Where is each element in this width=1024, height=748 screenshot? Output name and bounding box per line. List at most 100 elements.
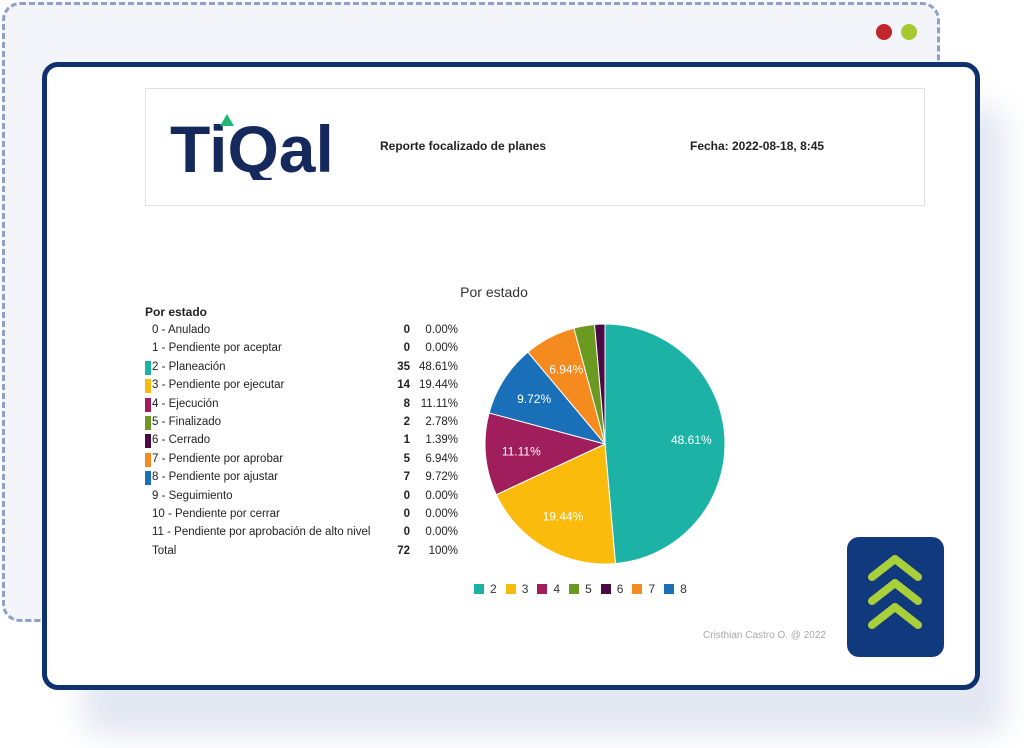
status-label: 3 - Pendiente por ejecutar	[152, 379, 285, 392]
chart-title: Por estado	[460, 284, 528, 300]
status-row: 5 - Finalizado 2 2.78%	[145, 414, 460, 432]
scroll-top-badge[interactable]	[847, 537, 944, 657]
status-count: 72	[397, 544, 410, 557]
status-percent: 0.00%	[425, 507, 458, 520]
status-label: Total	[152, 544, 177, 557]
legend-label: 6	[616, 582, 624, 596]
legend-item-3[interactable]: 3	[505, 582, 529, 596]
status-row: 3 - Pendiente por ejecutar 14 19.44%	[145, 377, 460, 395]
status-label: 8 - Pendiente por ajustar	[152, 471, 278, 484]
status-label: 5 - Finalizado	[152, 415, 222, 428]
status-percent: 9.72%	[425, 471, 458, 484]
pie-label-3: 19.44%	[543, 510, 584, 524]
status-percent: 0.00%	[425, 324, 458, 336]
legend-label: 8	[680, 582, 687, 596]
status-count: 8	[403, 397, 410, 410]
legend-item-4[interactable]: 4	[537, 582, 560, 596]
status-row: 6 - Cerrado 1 1.39%	[145, 432, 460, 450]
status-percent: 11.11%	[420, 397, 458, 410]
status-swatch	[145, 471, 151, 486]
legend-label: 3	[521, 582, 529, 596]
legend-label: 7	[648, 582, 656, 596]
status-count: 0	[403, 489, 410, 502]
status-row: 7 - Pendiente por aprobar 5 6.94%	[145, 451, 460, 469]
status-count: 35	[397, 360, 410, 373]
status-percent: 19.44%	[418, 379, 458, 392]
author-credit: Cristhian Castro O. @ 2022	[703, 630, 826, 641]
legend-swatch	[664, 584, 675, 594]
status-percent: 2.78%	[425, 415, 458, 428]
status-count: 7	[403, 471, 410, 484]
status-count: 2	[403, 415, 410, 428]
status-percent: 100%	[428, 544, 458, 557]
logo-text: TiQal	[170, 112, 334, 180]
status-swatch	[145, 379, 151, 394]
status-count: 0	[403, 526, 410, 539]
status-row: Total 72 100%	[145, 543, 460, 561]
status-swatch	[145, 415, 151, 430]
pie-label-2: 48.61%	[671, 433, 712, 447]
report-header-box	[145, 88, 925, 206]
pie-slice-4	[484, 412, 607, 496]
table-heading: Por estado	[145, 305, 208, 319]
status-count: 0	[403, 342, 410, 355]
status-row: 8 - Pendiente por ajustar 7 9.72%	[145, 469, 460, 487]
status-label: 1 - Pendiente por aceptar	[152, 342, 282, 355]
legend-item-5[interactable]: 5	[569, 582, 592, 596]
legend-item-7[interactable]: 7	[632, 582, 655, 596]
status-table: 0 - Anulado 0 0.00% 1 - Pendiente por acept…	[145, 322, 460, 561]
status-percent: 6.94%	[425, 452, 458, 465]
status-label: 11 - Pendiente por aprobación de alto ni…	[152, 526, 371, 539]
legend-swatch	[505, 584, 516, 594]
status-swatch	[145, 360, 151, 375]
status-row: 2 - Planeación 35 48.61%	[145, 359, 460, 377]
legend-item-2[interactable]: 2	[474, 582, 497, 596]
status-percent: 0.00%	[425, 489, 458, 502]
report-title: Reporte focalizado de planes	[380, 139, 547, 153]
report-date: Fecha: 2022-08-18, 8:45	[690, 139, 825, 153]
legend-item-6[interactable]: 6	[600, 582, 624, 596]
legend-label: 2	[490, 582, 497, 596]
pie-chart: 48.61% 19.44% 11.11% 9.72% 6.94%	[484, 323, 726, 565]
status-label: 6 - Cerrado	[152, 434, 211, 447]
pie-label-8: 9.72%	[517, 392, 551, 406]
status-swatch	[145, 434, 151, 449]
status-count: 14	[397, 379, 410, 392]
pie-slice-2	[604, 323, 726, 565]
legend-label: 5	[585, 582, 592, 596]
status-row: 11 - Pendiente por aprobación de alto ni…	[145, 524, 460, 542]
legend-swatch	[474, 584, 484, 594]
legend-swatch	[632, 584, 643, 594]
legend-item-8[interactable]: 8	[664, 582, 687, 596]
status-label: 4 - Ejecución	[152, 397, 219, 410]
status-percent: 0.00%	[425, 342, 458, 355]
pie-slice-6	[593, 323, 606, 445]
status-row: 10 - Pendiente por cerrar 0 0.00%	[145, 506, 460, 524]
status-percent: 0.00%	[425, 526, 458, 539]
legend-label: 4	[553, 582, 561, 596]
legend-swatch	[600, 584, 611, 594]
status-count: 1	[403, 434, 410, 447]
pie-slice-3	[495, 443, 617, 565]
window-close-dot[interactable]	[876, 24, 892, 40]
status-row: 9 - Seguimiento 0 0.00%	[145, 488, 460, 506]
status-swatch	[145, 452, 151, 467]
triple-chevron-up-icon	[868, 555, 922, 629]
status-label: 2 - Planeación	[152, 360, 226, 373]
pie-label-7: 6.94%	[549, 362, 583, 376]
status-row: 0 - Anulado 0 0.00%	[145, 322, 460, 340]
tiqal-logo: TiQal	[170, 112, 334, 180]
status-row: 4 - Ejecución 8 11.11%	[145, 396, 460, 414]
status-count: 5	[403, 452, 410, 465]
status-label: 0 - Anulado	[152, 324, 211, 336]
logo-arrow-icon	[220, 114, 234, 126]
window-maximize-dot[interactable]	[901, 24, 917, 40]
status-count: 0	[403, 324, 410, 336]
status-swatch	[145, 397, 151, 412]
status-percent: 1.39%	[425, 434, 458, 447]
legend-swatch	[537, 584, 548, 594]
status-row: 1 - Pendiente por aceptar 0 0.00%	[145, 340, 460, 358]
status-label: 9 - Seguimiento	[152, 489, 233, 502]
status-label: 10 - Pendiente por cerrar	[152, 507, 280, 520]
status-percent: 48.61%	[418, 360, 458, 373]
